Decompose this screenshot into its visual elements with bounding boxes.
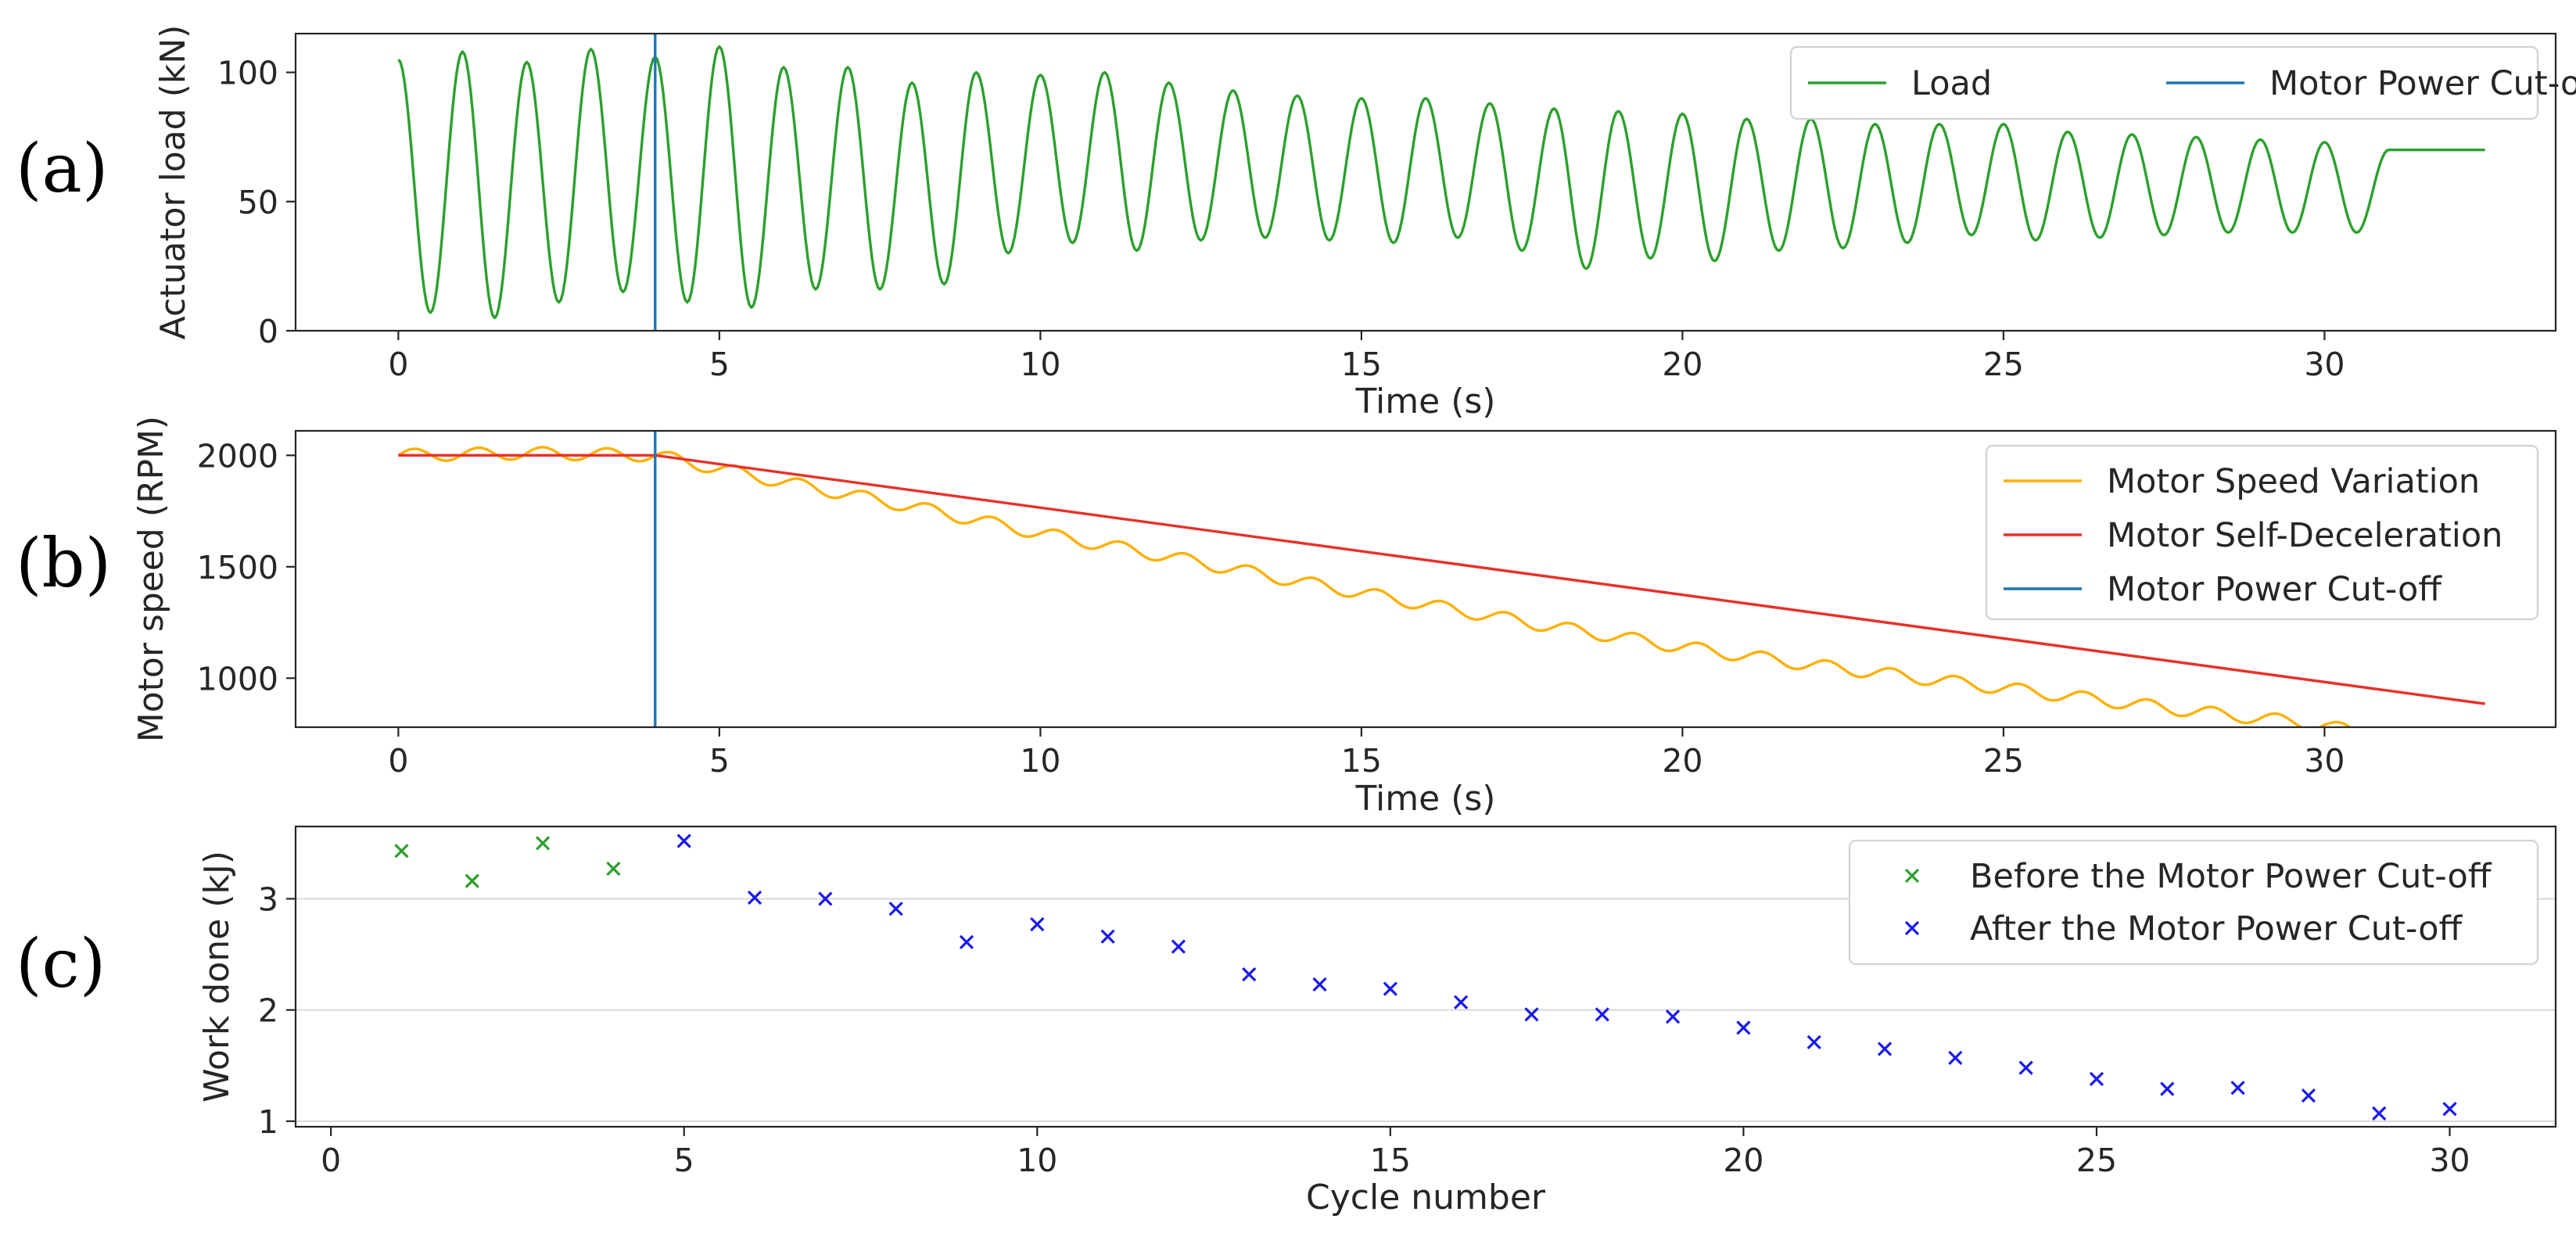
data-point-7 bbox=[1100, 929, 1115, 944]
x-tick-label: 0 bbox=[388, 742, 408, 780]
legend-box bbox=[1848, 839, 2539, 966]
x-tick-label: 30 bbox=[2429, 1142, 2470, 1179]
y-tick-label: 3 bbox=[258, 880, 278, 918]
legend-entry-3-label: Motor Power Cut-off bbox=[2107, 570, 2442, 609]
data-point-1 bbox=[394, 844, 409, 859]
x-tick-label: 20 bbox=[1662, 346, 1702, 383]
x-tick-label: 15 bbox=[1341, 346, 1382, 383]
legend: Load Motor Power Cut-off bbox=[1789, 45, 2576, 120]
data-point-16 bbox=[1736, 1020, 1751, 1035]
plot-area bbox=[397, 34, 2485, 331]
legend: Motor Speed Variation Motor Self-Decelera… bbox=[1985, 444, 2539, 621]
data-point-10 bbox=[1312, 977, 1327, 992]
chart-panel-2: 0 5 10 15 20 25 30 1000 1500 2000 Time (s) Motor sp… bbox=[16, 416, 2557, 819]
y-axis-label: Actuator load (kN) bbox=[153, 25, 193, 340]
data-point-15 bbox=[1665, 1009, 1681, 1024]
legend: Before the Motor Power Cut-off After the … bbox=[1848, 839, 2539, 966]
data-point-23 bbox=[2230, 1081, 2245, 1095]
x-tick-label: 30 bbox=[2304, 346, 2345, 383]
data-point-3 bbox=[535, 836, 551, 851]
data-point-5 bbox=[959, 934, 974, 950]
legend-entry-2-label: Motor Self-Deceleration bbox=[2107, 516, 2502, 555]
data-point-11 bbox=[1383, 981, 1397, 996]
x-tick-label: 25 bbox=[1983, 346, 2024, 383]
chart-panel-1: 0 5 10 15 20 25 30 0 50 100 Time (s) Actuator load … bbox=[16, 25, 2576, 421]
data-point-1 bbox=[676, 834, 691, 848]
data-point-21 bbox=[2089, 1071, 2104, 1086]
panel-label: (b) bbox=[16, 525, 111, 603]
x-tick-label: 5 bbox=[674, 1142, 694, 1179]
y-tick-label: 100 bbox=[217, 55, 278, 92]
legend-entry-2-marker bbox=[1904, 920, 1920, 936]
legend-entry-2-label: After the Motor Power Cut-off bbox=[1970, 909, 2463, 948]
data-point-25 bbox=[2372, 1106, 2387, 1121]
x-tick-label: 15 bbox=[1341, 742, 1382, 780]
legend-entry-1-label: Load bbox=[1911, 64, 1992, 103]
data-point-19 bbox=[1948, 1050, 1963, 1065]
data-point-9 bbox=[1242, 967, 1257, 982]
x-axis-label: Time (s) bbox=[1355, 382, 1496, 421]
axes-frame bbox=[294, 32, 2557, 332]
series-load-line bbox=[397, 45, 2485, 320]
panel-label: (a) bbox=[16, 130, 108, 208]
panel-label: (c) bbox=[16, 925, 106, 1003]
y-tick-label: 50 bbox=[238, 184, 278, 221]
y-tick-label: 0 bbox=[258, 313, 278, 350]
data-point-20 bbox=[2018, 1060, 2033, 1075]
data-point-8 bbox=[1171, 939, 1186, 954]
data-point-17 bbox=[1806, 1034, 1821, 1050]
x-tick-label: 20 bbox=[1723, 1142, 1763, 1179]
x-tick-label: 0 bbox=[321, 1142, 341, 1179]
data-point-2 bbox=[747, 890, 762, 905]
x-tick-label: 15 bbox=[1370, 1142, 1411, 1179]
y-axis-label: Work done (kJ) bbox=[197, 851, 237, 1103]
data-point-4 bbox=[606, 861, 621, 877]
data-point-4 bbox=[888, 902, 903, 916]
x-tick-label: 5 bbox=[709, 346, 730, 383]
data-point-18 bbox=[1877, 1042, 1893, 1056]
y-tick-label: 2000 bbox=[197, 437, 278, 475]
x-tick-label: 0 bbox=[388, 346, 408, 383]
chart-panel-3: 0 5 10 15 20 25 30 1 2 3 Cycle number Work done (kJ… bbox=[16, 825, 2557, 1217]
legend-entry-2-label: Motor Power Cut-off bbox=[2269, 64, 2576, 103]
x-axis-label: Cycle number bbox=[1306, 1178, 1546, 1217]
data-point-14 bbox=[1595, 1007, 1609, 1022]
x-tick-label: 20 bbox=[1662, 742, 1702, 780]
plot-area bbox=[394, 834, 2457, 1121]
data-point-26 bbox=[2442, 1102, 2457, 1117]
data-point-22 bbox=[2160, 1081, 2175, 1096]
legend-entry-1-label: Motor Speed Variation bbox=[2107, 462, 2480, 501]
data-point-13 bbox=[1524, 1007, 1539, 1022]
legend-box bbox=[1789, 45, 2539, 120]
series-motor-speed-variation-line bbox=[397, 446, 2352, 727]
legend-box bbox=[1985, 444, 2539, 621]
x-axis-label: Time (s) bbox=[1355, 779, 1496, 819]
x-tick-label: 10 bbox=[1020, 346, 1060, 383]
y-tick-label: 2 bbox=[258, 992, 278, 1030]
y-axis-label: Motor speed (RPM) bbox=[131, 416, 171, 742]
data-point-6 bbox=[1030, 917, 1045, 932]
legend-entry-1-label: Before the Motor Power Cut-off bbox=[1970, 857, 2492, 896]
y-tick-label: 1 bbox=[258, 1103, 278, 1141]
y-tick-label: 1000 bbox=[197, 660, 278, 697]
legend-entry-1-marker bbox=[1904, 868, 1920, 884]
axes-frame bbox=[294, 825, 2557, 1128]
x-tick-label: 10 bbox=[1017, 1142, 1057, 1179]
x-tick-label: 30 bbox=[2304, 742, 2345, 780]
axes-frame bbox=[294, 429, 2557, 729]
x-tick-label: 5 bbox=[709, 742, 730, 780]
x-tick-label: 25 bbox=[2076, 1142, 2117, 1179]
data-point-12 bbox=[1454, 995, 1469, 1009]
data-point-3 bbox=[818, 891, 833, 906]
y-tick-label: 1500 bbox=[197, 549, 278, 586]
x-tick-label: 10 bbox=[1020, 742, 1060, 780]
data-point-24 bbox=[2301, 1088, 2316, 1103]
x-tick-label: 25 bbox=[1983, 742, 2024, 780]
data-point-2 bbox=[465, 873, 479, 888]
plot-area bbox=[397, 431, 2485, 727]
